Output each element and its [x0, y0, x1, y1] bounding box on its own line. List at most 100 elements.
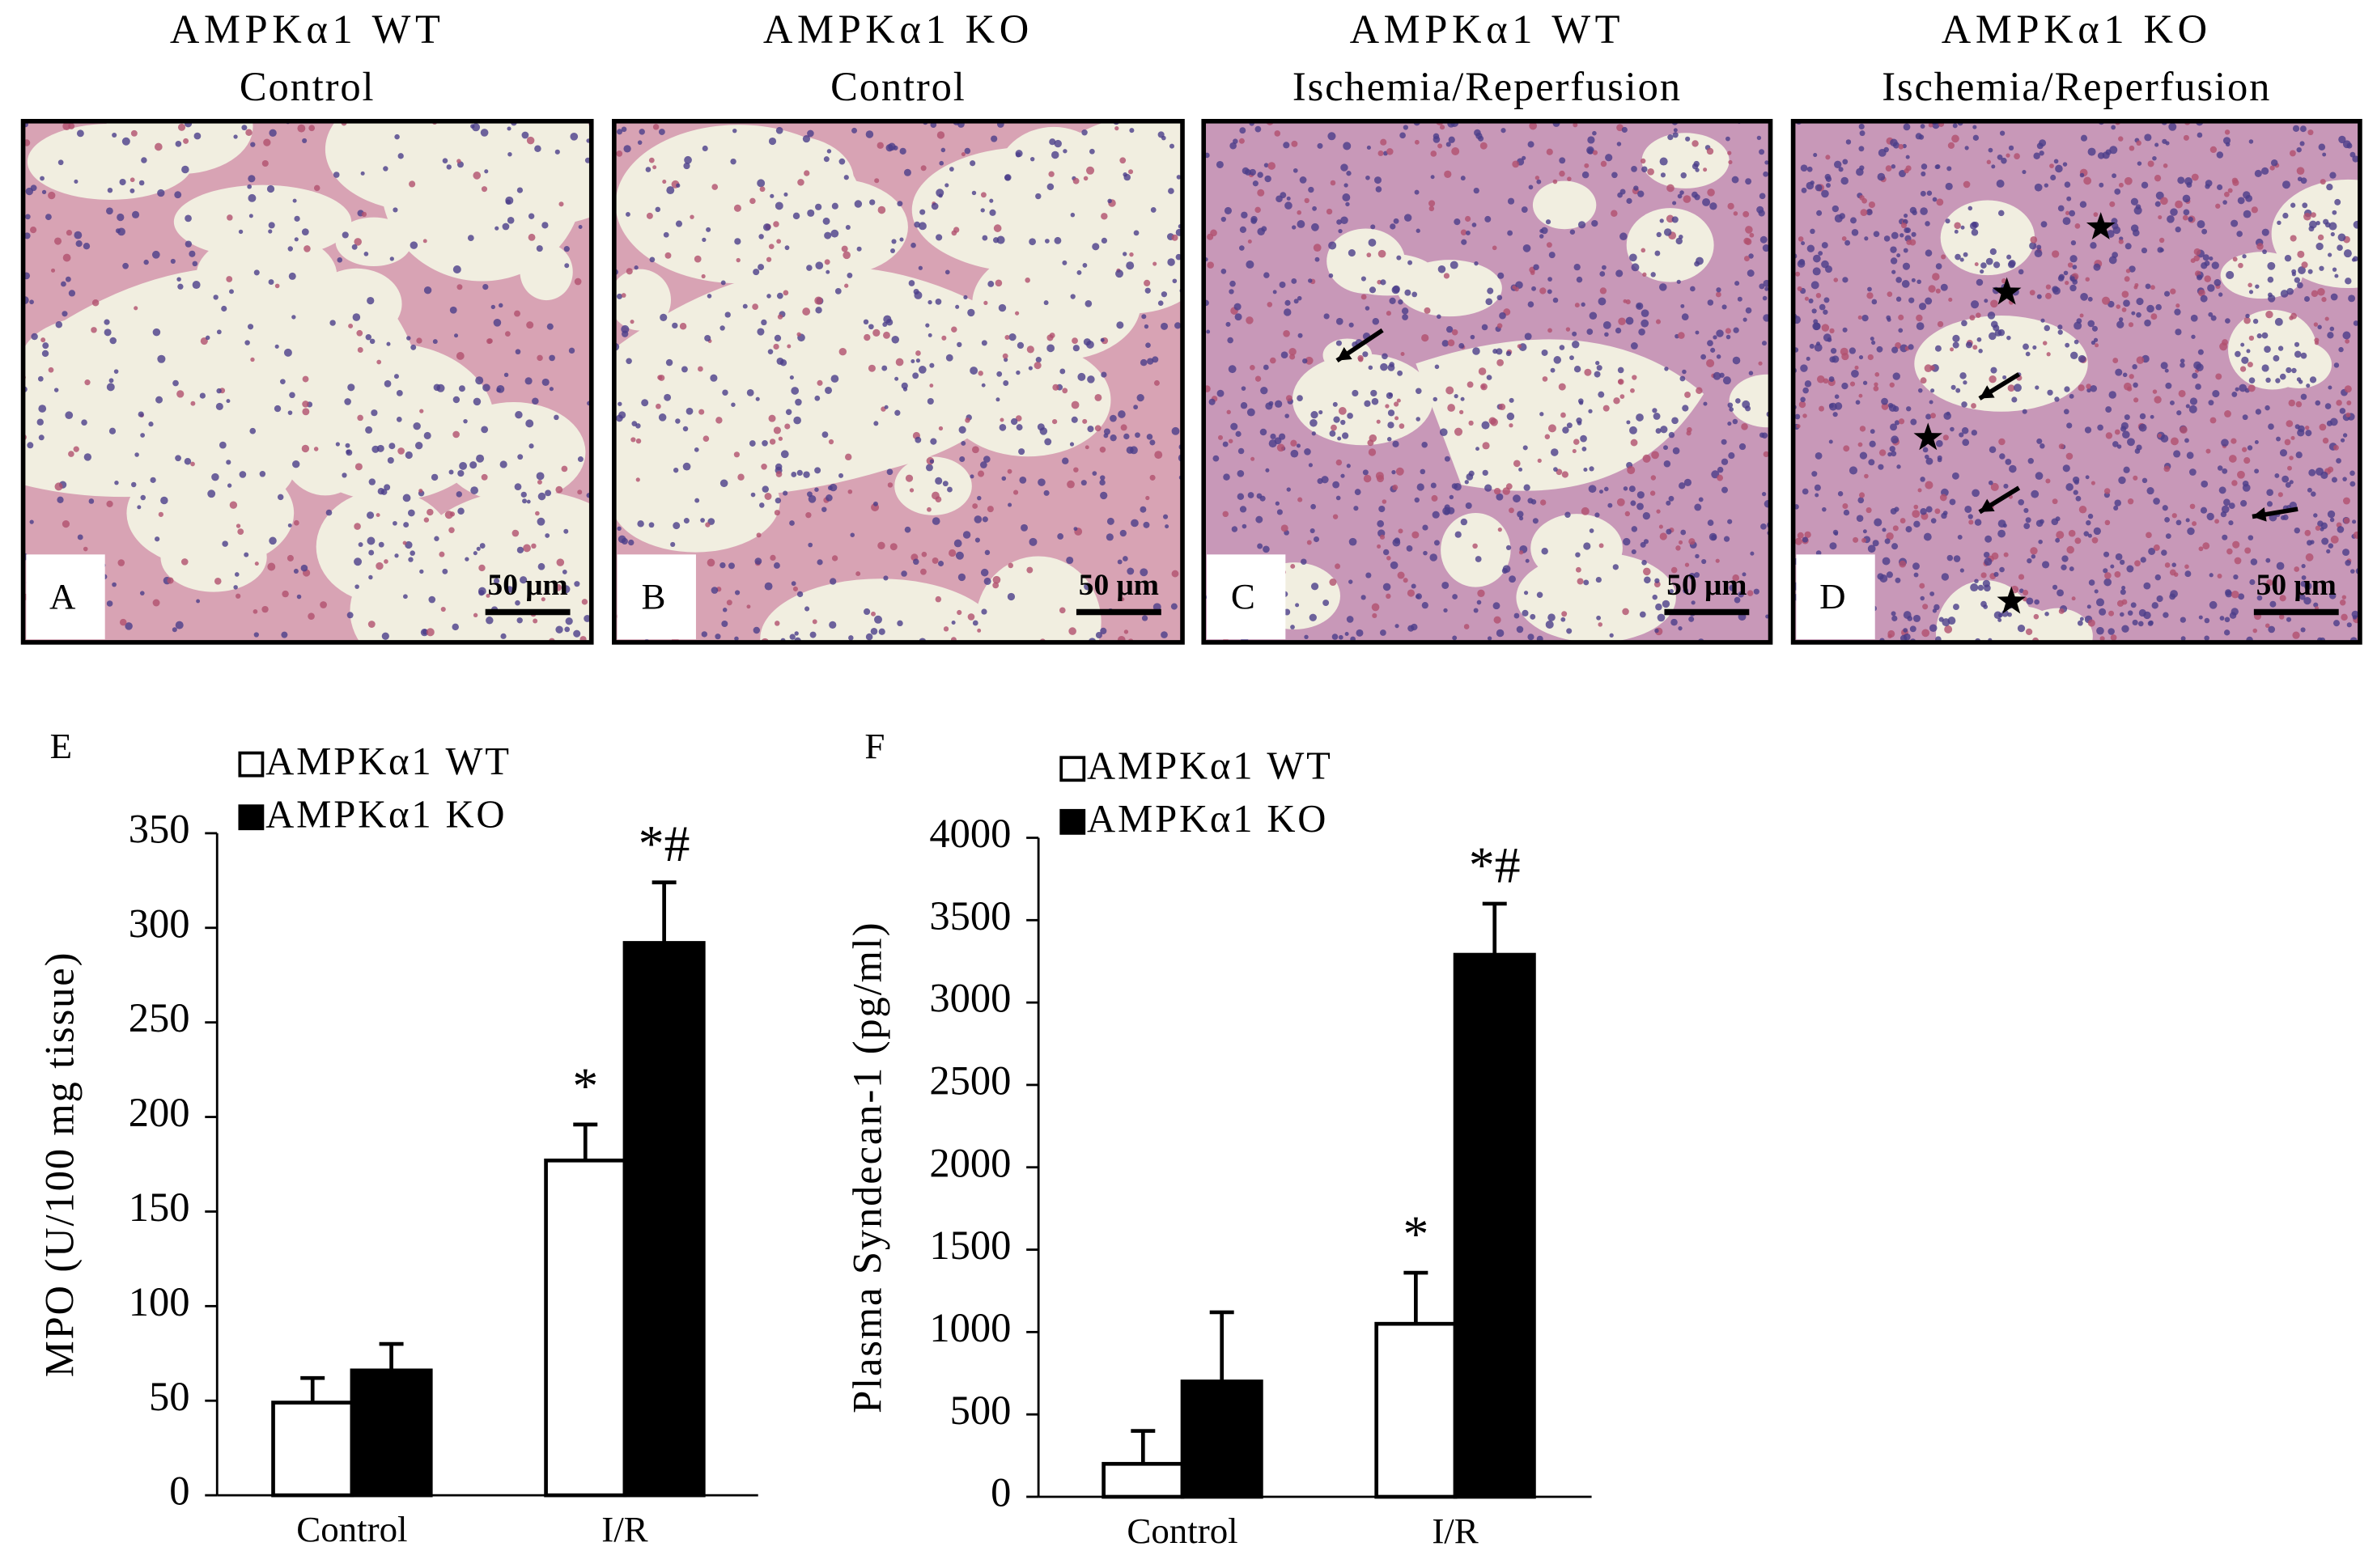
nucleus	[902, 387, 908, 392]
nucleus	[346, 449, 350, 455]
nucleus	[1716, 354, 1721, 359]
nucleus	[2341, 613, 2348, 621]
nucleus	[2112, 358, 2119, 363]
nucleus	[2160, 197, 2168, 206]
nucleus	[2065, 281, 2069, 286]
nucleus	[1984, 557, 1993, 566]
nucleus	[996, 371, 1003, 377]
nucleus	[2342, 477, 2347, 481]
nucleus	[2337, 233, 2346, 242]
nucleus	[1143, 521, 1150, 528]
nucleus	[2200, 295, 2208, 303]
nucleus	[565, 617, 573, 625]
nucleus	[2131, 311, 2136, 316]
nucleus	[1899, 634, 1908, 642]
nucleus	[1866, 209, 1873, 216]
nucleus	[1898, 418, 1905, 425]
nucleus	[1437, 143, 1443, 149]
nucleus	[1903, 123, 1911, 131]
nucleus	[1492, 245, 1497, 251]
nucleus	[1404, 289, 1411, 296]
nucleus	[2120, 612, 2124, 617]
nucleus	[1062, 260, 1068, 265]
nucleus	[2062, 162, 2068, 167]
nucleus	[1997, 154, 2003, 160]
nucleus	[894, 409, 901, 416]
nucleus	[244, 340, 250, 345]
nucleus	[2277, 345, 2284, 351]
nucleus	[1304, 197, 1309, 204]
bar	[544, 1158, 627, 1498]
nucleus	[2247, 362, 2253, 368]
nucleus	[1394, 401, 1399, 407]
nucleus	[1983, 604, 1989, 609]
nucleus	[1849, 466, 1858, 475]
nucleus	[1999, 130, 2006, 136]
nucleus	[2087, 513, 2094, 519]
nucleus	[897, 201, 903, 207]
nucleus	[1100, 475, 1106, 481]
nucleus	[630, 437, 636, 443]
nucleus	[1904, 167, 1909, 174]
nucleus	[1972, 125, 1977, 129]
nucleus	[562, 570, 567, 574]
nucleus	[2294, 277, 2301, 283]
legend-label: AMPKα1 KO	[1087, 797, 1328, 841]
nucleus	[1653, 413, 1661, 420]
nucleus	[2065, 452, 2074, 460]
nucleus	[2342, 140, 2351, 149]
airspace	[613, 266, 1008, 498]
nucleus	[448, 469, 454, 475]
nucleus	[1280, 192, 1287, 199]
nucleus	[2169, 569, 2176, 576]
nucleus	[2170, 288, 2176, 295]
nucleus	[927, 506, 932, 512]
nucleus	[1959, 372, 1967, 379]
nucleus	[707, 558, 715, 567]
nucleus	[1095, 631, 1102, 639]
nucleus	[1106, 533, 1114, 541]
nucleus	[2033, 613, 2040, 620]
nucleus	[563, 246, 570, 252]
letter-box	[1796, 554, 1875, 640]
arrow-head	[1979, 498, 1995, 512]
nucleus	[761, 319, 767, 326]
nucleus	[2069, 566, 2074, 571]
nucleus	[1798, 236, 1804, 242]
nucleus	[1727, 202, 1734, 210]
nucleus	[432, 339, 438, 345]
legend-label: AMPKα1 WT	[1087, 744, 1333, 787]
nucleus	[2198, 289, 2205, 297]
nucleus	[1934, 508, 1941, 515]
nucleus	[1877, 573, 1884, 580]
nucleus	[1416, 228, 1420, 233]
nucleus	[2133, 285, 2138, 290]
nucleus	[2085, 277, 2090, 282]
nucleus	[1444, 456, 1450, 462]
nucleus	[1335, 317, 1343, 325]
nucleus	[287, 246, 293, 252]
nucleus	[1721, 439, 1727, 445]
nucleus	[1070, 212, 1076, 218]
legend-label: AMPKα1 KO	[265, 792, 507, 836]
nucleus	[134, 306, 138, 311]
nucleus	[541, 378, 550, 387]
nucleus	[2155, 191, 2164, 200]
nucleus	[616, 129, 623, 135]
nucleus	[1573, 122, 1578, 128]
nucleus	[851, 127, 858, 133]
nucleus	[1051, 150, 1059, 159]
nucleus	[770, 554, 776, 562]
nucleus	[1912, 210, 1917, 216]
nucleus	[2031, 554, 2036, 559]
nucleus	[1550, 367, 1556, 373]
nucleus	[758, 502, 765, 508]
nucleus	[847, 272, 853, 278]
nucleus	[2265, 405, 2270, 411]
nucleus	[439, 551, 445, 557]
nucleus	[2184, 570, 2192, 578]
nucleus	[1240, 402, 1248, 409]
nucleus	[2294, 341, 2300, 347]
nucleus	[1678, 626, 1683, 631]
